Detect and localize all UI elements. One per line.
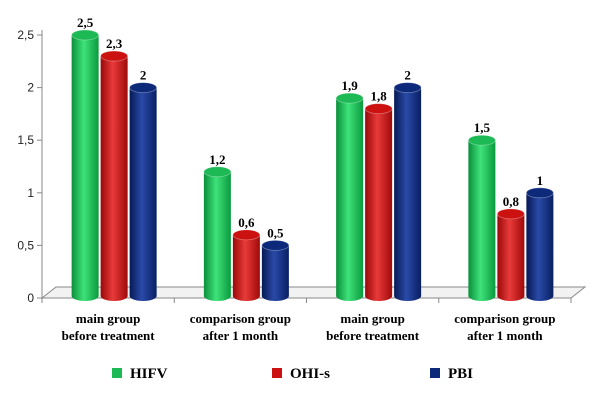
legend-swatch [430, 368, 440, 378]
bar-hifv [203, 166, 232, 301]
bar-ohi-s [232, 229, 261, 301]
bar-pbi [393, 82, 422, 301]
x-category-label: comparison group after 1 month [454, 311, 555, 343]
data-label: 0,8 [503, 194, 520, 209]
data-label: 1,9 [342, 78, 359, 93]
legend-label: PBI [448, 366, 473, 382]
y-tick-label: 1 [27, 186, 34, 200]
y-tick-label: 2,5 [17, 28, 34, 42]
data-label: 0,6 [238, 215, 255, 230]
legend-item-pbi: PBI [430, 366, 473, 382]
bar-ohi-s [496, 208, 525, 301]
y-tick-label: 0 [27, 291, 34, 305]
y-tick-label: 0,5 [17, 238, 34, 252]
x-category-label: main group before treatment [326, 311, 420, 343]
data-label: 0,5 [267, 225, 284, 240]
data-label: 1,2 [209, 152, 225, 167]
legend-swatch [112, 368, 122, 378]
data-label: 1,8 [371, 89, 388, 104]
bar-pbi [261, 239, 290, 301]
data-label: 2,3 [106, 36, 123, 51]
y-tick-label: 2 [27, 81, 34, 95]
data-label: 1 [537, 173, 544, 188]
legend-swatch [272, 368, 282, 378]
data-label: 2,5 [77, 15, 94, 30]
bar-ohi-s [364, 103, 393, 301]
data-label: 2 [404, 68, 411, 83]
bar-hifv [467, 134, 496, 301]
legend-label: HIFV [130, 366, 168, 382]
x-category-label: main group before treatment [62, 311, 156, 343]
bar-pbi [525, 187, 554, 301]
y-tick-label: 1,5 [17, 133, 34, 147]
bar-hifv [335, 92, 364, 302]
data-label: 1,5 [474, 120, 491, 135]
legend-item-ohi-s: OHI-s [272, 366, 330, 382]
bar-hifv [71, 29, 100, 301]
data-label: 2 [140, 68, 147, 83]
legend-item-hifv: HIFV [112, 366, 168, 382]
bar-ohi-s [100, 50, 129, 301]
legend-label: OHI-s [290, 366, 330, 382]
x-category-label: comparison group after 1 month [190, 311, 291, 343]
bar-pbi [129, 82, 158, 301]
